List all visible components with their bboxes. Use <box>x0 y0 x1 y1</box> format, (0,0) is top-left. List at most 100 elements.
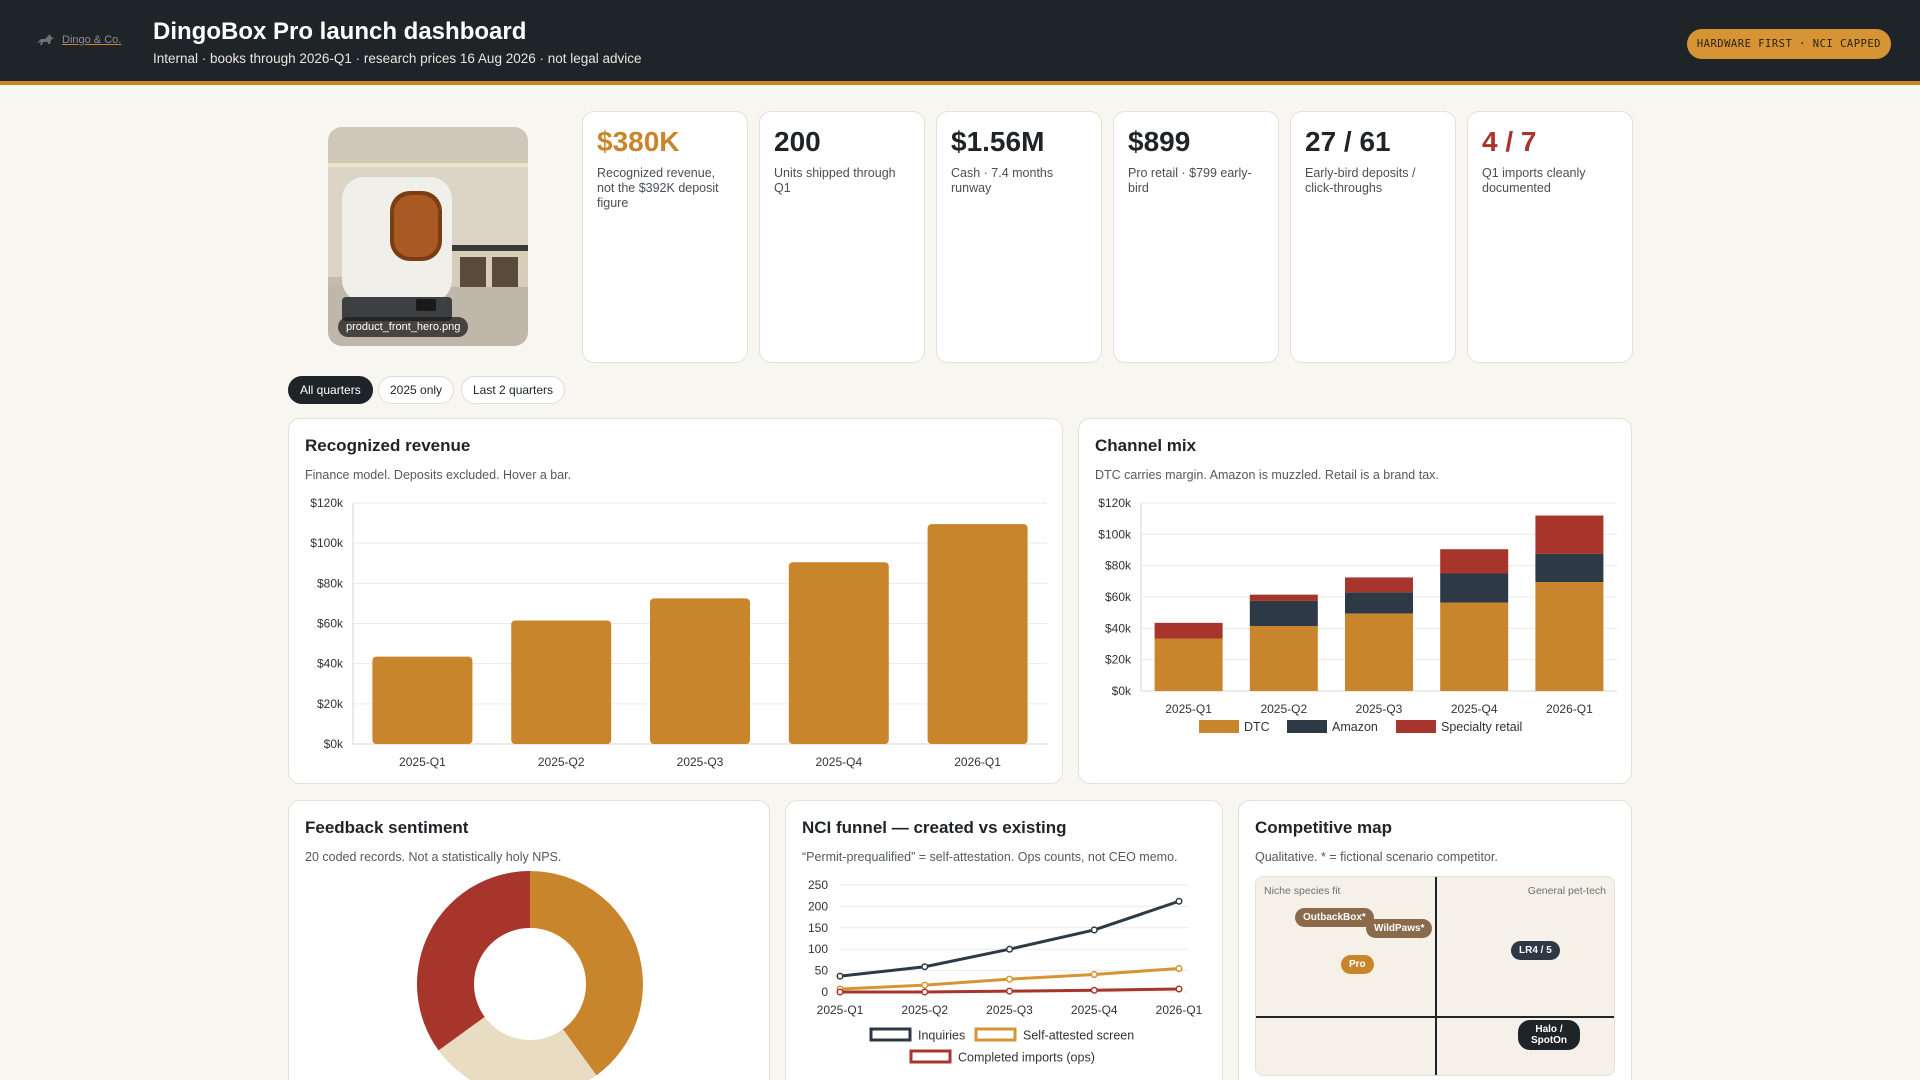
data-point[interactable] <box>836 972 844 980</box>
data-point[interactable] <box>921 981 929 989</box>
kpi-value: 200 <box>774 126 821 157</box>
panel-title: NCI funnel — created vs existing <box>802 818 1067 837</box>
y-tick-label: $100k <box>310 536 344 550</box>
legend-label: Completed imports (ops) <box>958 1051 1095 1065</box>
legend-swatch <box>1396 720 1436 733</box>
data-point[interactable] <box>1090 986 1098 994</box>
competitor-chip[interactable]: Halo / SpotOn <box>1518 1020 1580 1050</box>
data-point[interactable] <box>1090 970 1098 979</box>
product-hero-image[interactable]: product_front_hero.png <box>328 127 528 346</box>
panel-subtitle: Finance model. Deposits excluded. Hover … <box>305 468 572 482</box>
quadrant-label-right: General pet-tech <box>1527 885 1606 897</box>
sentiment-donut-chart[interactable] <box>289 801 770 1080</box>
stack-segment-dtc[interactable] <box>1440 602 1509 691</box>
kpi-label: Q1 imports cleanly documented <box>1482 166 1586 195</box>
revenue-bar[interactable] <box>927 524 1028 744</box>
data-point[interactable] <box>1175 897 1183 905</box>
x-tick-label: 2025-Q2 <box>538 755 585 769</box>
stack-segment-specialty-retail[interactable] <box>1440 549 1509 574</box>
data-point[interactable] <box>1005 945 1014 953</box>
competitor-chip[interactable]: WildPaws* <box>1366 919 1433 938</box>
legend-label: Specialty retail <box>1441 720 1522 734</box>
x-tick-label: 2026-Q1 <box>1156 1003 1203 1017</box>
donut-slice[interactable] <box>417 871 530 1051</box>
kpi-value: $1.56M <box>951 126 1045 157</box>
kpi-label: Units shipped through Q1 <box>774 166 896 195</box>
legend-swatch <box>1199 720 1239 733</box>
stack-segment-specialty-retail[interactable] <box>1535 515 1604 554</box>
filter-all-quarters[interactable]: All quarters <box>288 376 373 404</box>
revenue-bar[interactable] <box>372 656 473 744</box>
kpi-value: 27 / 61 <box>1305 126 1391 157</box>
legend-swatch <box>1287 720 1327 733</box>
stack-segment-dtc[interactable] <box>1249 625 1318 691</box>
y-tick-label: $80k <box>1105 559 1132 573</box>
y-tick-label: $120k <box>310 496 344 510</box>
legend-label: DTC <box>1244 720 1270 734</box>
stack-segment-amazon[interactable] <box>1249 600 1318 626</box>
quadrant-label-left: Niche species fit <box>1264 885 1341 897</box>
y-tick-label: $20k <box>317 697 344 711</box>
competitor-chip[interactable]: OutbackBox* <box>1295 908 1374 927</box>
filter-last-2-quarters[interactable]: Last 2 quarters <box>461 376 566 404</box>
stack-segment-dtc[interactable] <box>1535 582 1604 691</box>
image-filename-caption: product_front_hero.png <box>338 317 469 337</box>
x-tick-label: 2026-Q1 <box>1546 702 1593 716</box>
stack-segment-specialty-retail[interactable] <box>1345 577 1413 593</box>
revenue-chart[interactable]: $0k $20k $40k $60k $80k $100k $120k 2025-Q1 2025… <box>289 419 1063 784</box>
competitor-chip[interactable]: LR4 / 5 <box>1511 941 1560 960</box>
page-title: DingoBox Pro launch dashboard <box>153 18 527 45</box>
product-illustration <box>328 127 528 346</box>
panel-subtitle: Qualitative. * = fictional scenario comp… <box>1255 850 1498 864</box>
y-tick-label: $20k <box>1105 653 1132 667</box>
panel-feedback-sentiment: Feedback sentiment 20 coded records. Not… <box>288 800 770 1080</box>
y-tick-label: $0k <box>324 737 344 751</box>
y-tick-label: $0k <box>1112 684 1132 698</box>
brand-logo-text: Dingo & Co. <box>62 34 122 46</box>
x-tick-label: 2025-Q1 <box>399 755 446 769</box>
x-tick-label: 2025-Q3 <box>1356 702 1403 716</box>
stack-segment-dtc[interactable] <box>1345 613 1413 691</box>
donut-slice[interactable] <box>530 871 643 1076</box>
kpi-value: 4 / 7 <box>1482 126 1537 157</box>
quadrant-vertical-axis <box>1435 877 1437 1075</box>
y-tick-label: $40k <box>317 657 344 671</box>
quadrant-horizontal-axis <box>1256 1016 1614 1018</box>
nci-funnel-chart[interactable]: 0 50 100 150 200 250 2025-Q1 2025-Q2 2025-Q3 2025… <box>786 801 1223 1080</box>
panel-subtitle: DTC carries margin. Amazon is muzzled. R… <box>1095 468 1439 482</box>
data-point[interactable] <box>1005 987 1014 995</box>
revenue-bar[interactable] <box>511 620 612 744</box>
data-point[interactable] <box>921 963 929 971</box>
data-point[interactable] <box>1175 985 1183 993</box>
kpi-card-imports: 4 / 7 Q1 imports cleanly documented <box>1467 111 1633 363</box>
panel-subtitle: 20 coded records. Not a statistically ho… <box>305 850 562 864</box>
kpi-label: Recognized revenue, not the $392K deposi… <box>597 166 719 210</box>
stack-segment-specialty-retail[interactable] <box>1249 594 1318 601</box>
channel-mix-chart[interactable]: $0k $20k $40k $60k $80k $100k $120k 2025-Q1 2025… <box>1079 419 1632 784</box>
mode-badge: HARDWARE FIRST · NCI CAPPED <box>1686 29 1891 59</box>
x-tick-label: 2025-Q4 <box>1451 702 1498 716</box>
data-point[interactable] <box>921 988 929 996</box>
y-tick-label: $80k <box>317 576 344 590</box>
data-point[interactable] <box>836 988 844 996</box>
kpi-label: Pro retail · $799 early-bird <box>1128 166 1252 195</box>
product-chip-pro[interactable]: Pro <box>1341 955 1374 974</box>
data-point[interactable] <box>1005 975 1014 983</box>
brand-logo[interactable]: Dingo & Co. <box>36 33 121 47</box>
data-point[interactable] <box>1090 926 1098 934</box>
filter-2025-only[interactable]: 2025 only <box>378 376 455 404</box>
panel-title: Competitive map <box>1255 818 1392 837</box>
stack-segment-amazon[interactable] <box>1440 573 1509 603</box>
data-point[interactable] <box>1175 964 1183 973</box>
donut-slice[interactable] <box>438 1016 597 1080</box>
kpi-label: Early-bird deposits / click-throughs <box>1305 166 1416 195</box>
y-tick-label: $40k <box>1105 621 1132 635</box>
stack-segment-amazon[interactable] <box>1345 592 1413 614</box>
stack-segment-amazon[interactable] <box>1535 553 1604 583</box>
stack-segment-dtc[interactable] <box>1154 638 1223 691</box>
x-tick-label: 2025-Q1 <box>817 1003 864 1017</box>
revenue-bar[interactable] <box>650 598 750 744</box>
stack-segment-specialty-retail[interactable] <box>1154 622 1223 639</box>
revenue-bar[interactable] <box>788 562 889 744</box>
y-tick-label: 200 <box>808 899 828 913</box>
